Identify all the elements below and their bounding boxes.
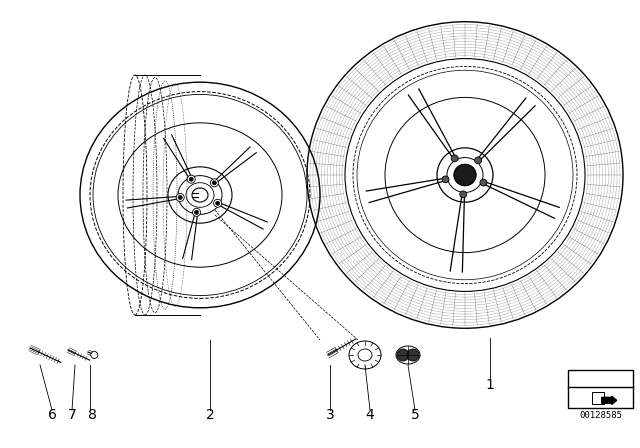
Ellipse shape bbox=[480, 179, 487, 186]
FancyArrow shape bbox=[602, 396, 617, 405]
Circle shape bbox=[407, 349, 419, 361]
Bar bbox=[568, 370, 633, 408]
Circle shape bbox=[176, 194, 184, 202]
Ellipse shape bbox=[451, 155, 458, 162]
Circle shape bbox=[216, 201, 220, 205]
Text: 6: 6 bbox=[47, 408, 56, 422]
Text: 5: 5 bbox=[411, 408, 419, 422]
Circle shape bbox=[193, 208, 200, 216]
Ellipse shape bbox=[460, 191, 467, 198]
Bar bbox=[592, 392, 604, 405]
Ellipse shape bbox=[454, 164, 476, 185]
Text: 7: 7 bbox=[68, 408, 76, 422]
Text: 3: 3 bbox=[326, 408, 334, 422]
Circle shape bbox=[178, 195, 182, 199]
Ellipse shape bbox=[442, 176, 449, 183]
Circle shape bbox=[397, 349, 409, 361]
Text: 4: 4 bbox=[365, 408, 374, 422]
Ellipse shape bbox=[454, 164, 476, 185]
Circle shape bbox=[212, 181, 216, 185]
Text: 8: 8 bbox=[88, 408, 97, 422]
Circle shape bbox=[91, 352, 98, 358]
Circle shape bbox=[214, 199, 221, 207]
Circle shape bbox=[188, 175, 195, 183]
Text: 00128585: 00128585 bbox=[579, 412, 622, 421]
Circle shape bbox=[211, 179, 218, 187]
Text: 1: 1 bbox=[486, 378, 495, 392]
Text: 2: 2 bbox=[205, 408, 214, 422]
Ellipse shape bbox=[475, 157, 482, 164]
Circle shape bbox=[189, 177, 193, 181]
Circle shape bbox=[195, 210, 198, 214]
